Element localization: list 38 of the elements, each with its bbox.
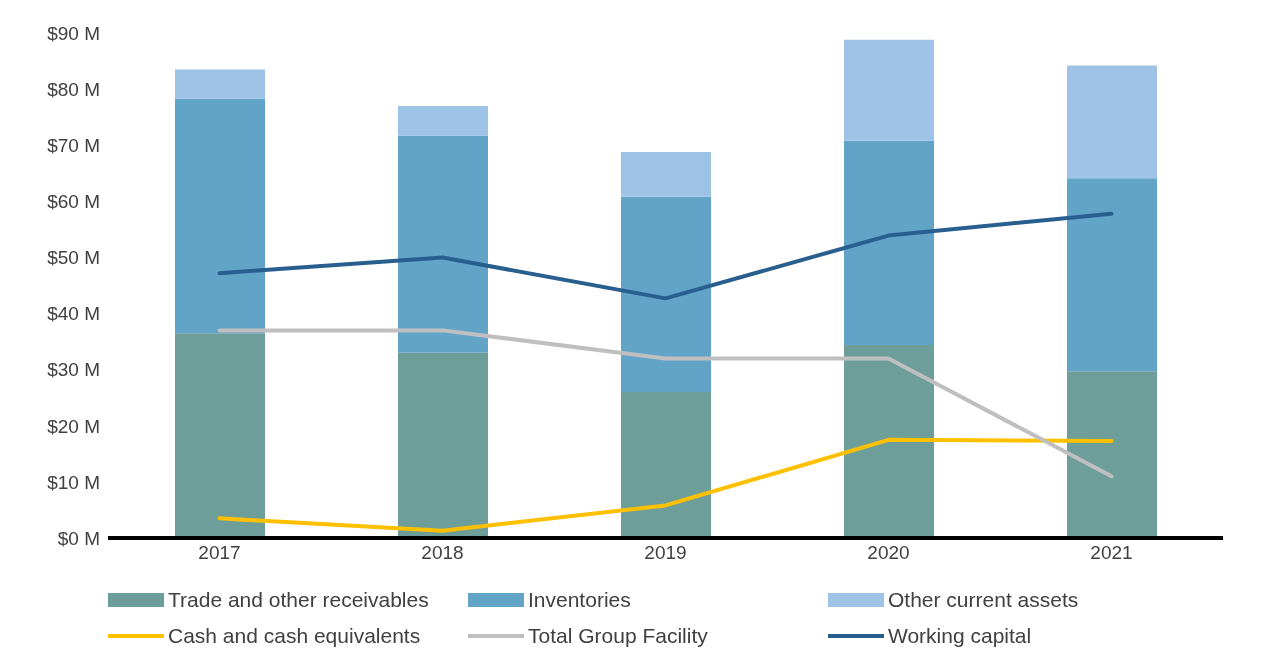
y-tick-label: $10 M (47, 471, 100, 493)
y-tick-label: $40 M (47, 303, 100, 325)
bar (1067, 65, 1157, 179)
y-tick-label: $80 M (47, 78, 100, 100)
y-tick-label: $0 M (57, 527, 100, 549)
line-series (217, 211, 1114, 301)
bar (175, 333, 265, 538)
y-tick-label: $90 M (47, 22, 100, 44)
bar (621, 151, 711, 197)
bar (844, 140, 934, 345)
bar (398, 105, 488, 136)
x-tick-label: 2017 (198, 542, 241, 564)
x-tick-label: 2021 (1090, 542, 1133, 564)
y-tick-label: $20 M (47, 415, 100, 437)
bar (621, 196, 711, 393)
legend-label: Working capital (888, 624, 1032, 648)
bar (398, 352, 488, 538)
y-tick-label: $60 M (47, 191, 100, 213)
y-tick-label: $50 M (47, 247, 100, 269)
legend-label: Trade and other receivables (168, 588, 429, 612)
bar (621, 392, 711, 538)
bar (398, 135, 488, 353)
legend-label: Inventories (528, 588, 631, 612)
legend-label: Total Group Facility (528, 624, 708, 648)
line-series (217, 437, 1114, 533)
bar (1067, 371, 1157, 538)
x-tick-label: 2019 (644, 542, 687, 564)
x-tick-label: 2018 (421, 542, 464, 564)
bar (175, 98, 265, 334)
x-tick-label: 2020 (867, 542, 910, 564)
legend-label: Cash and cash equivalents (168, 624, 421, 648)
bar (175, 69, 265, 99)
bar (1067, 178, 1157, 372)
bar (844, 344, 934, 538)
y-tick-label: $70 M (47, 134, 100, 156)
legend-label: Other current assets (888, 588, 1079, 612)
y-tick-label: $30 M (47, 359, 100, 381)
bar (844, 39, 934, 141)
